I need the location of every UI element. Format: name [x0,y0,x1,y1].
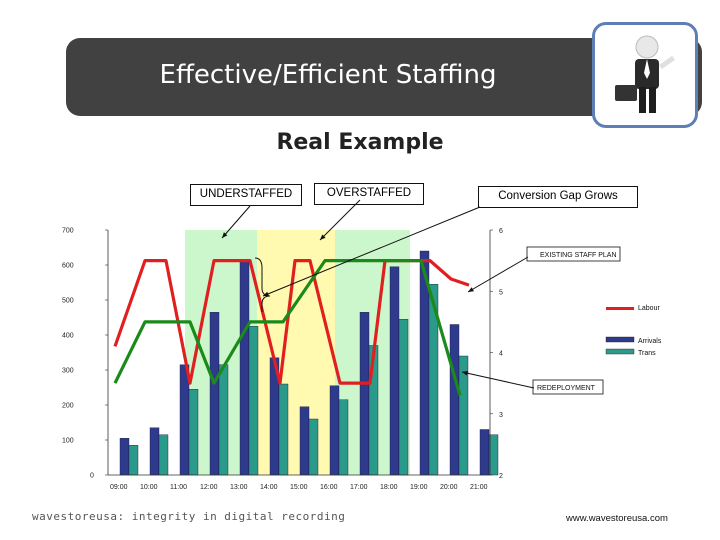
y-tick-label-0: 0 [90,473,94,480]
arrow-understaffed [221,205,251,239]
y2-tick-label-2: 2 [499,473,503,480]
legend-label-arrivals: Arrivals [638,338,662,345]
x-tick-label-10:00: 10:00 [140,484,158,491]
bar-trans-3 [218,364,229,476]
redeployment-label: REDEPLOYMENT [537,385,596,392]
x-tick-label-17:00: 17:00 [350,484,368,491]
x-tick-label-18:00: 18:00 [380,484,398,491]
legend-label-labour: Labour [638,305,660,312]
slide-subtitle: Real Example [276,130,444,155]
x-tick-label-15:00: 15:00 [290,484,308,491]
x-tick-label-12:00: 12:00 [200,484,218,491]
y2-tick-label-3: 3 [499,412,503,419]
bar-trans-4 [248,326,259,476]
callout-overstaffed: OVERSTAFFED [314,183,424,205]
existing-staff-plan-box [526,246,621,262]
callout-understaffed: UNDERSTAFFED [190,184,302,206]
arrow-existing-staff-plan [467,256,529,293]
bar-trans-12 [488,434,499,476]
bar-arrivals-12 [479,429,490,476]
bar-trans-1 [158,434,169,476]
y2-tick-label-6: 6 [499,228,503,235]
x-tick-label-14:00: 14:00 [260,484,278,491]
bar-arrivals-3 [209,312,220,476]
x-tick-label-21:00: 21:00 [470,484,488,491]
line-series-green-1 [113,259,462,396]
shaded-region-yellow [257,230,335,475]
bar-trans-7 [338,399,349,476]
arrow-redeployment-head [462,370,468,376]
arrow-overstaffed-head [320,234,326,240]
y-tick-label-600: 600 [62,263,74,270]
bar-trans-9 [398,319,409,476]
y-tick-label-400: 400 [62,333,74,340]
bar-arrivals-9 [389,266,400,476]
x-tick-label-20:00: 20:00 [440,484,458,491]
redeployment-box [532,379,604,395]
x-tick-label-09:00: 09:00 [110,484,128,491]
arrow-conversion-gap [262,206,481,297]
bar-arrivals-7 [329,385,340,476]
footer-url[interactable]: www.wavestoreusa.com [566,513,668,524]
arrow-overstaffed [319,199,361,241]
bar-arrivals-8 [359,312,370,476]
bar-arrivals-11 [449,324,460,476]
businessman-photo [592,22,698,128]
gap-bracket [254,257,271,312]
businessman-with-briefcase-icon [615,35,675,113]
y-tick-label-700: 700 [62,228,74,235]
bar-arrivals-1 [149,427,160,476]
legend-swatch-trans [605,348,635,355]
bar-trans-2 [188,389,199,476]
x-tick-label-19:00: 19:00 [410,484,428,491]
arrow-understaffed-head [222,232,228,238]
y-tick-label-100: 100 [62,438,74,445]
bar-trans-6 [308,418,319,476]
arrow-existing-staff-plan-head [468,287,474,292]
bar-arrivals-4 [239,259,250,476]
legend-label-trans: Trans [638,350,656,357]
bar-arrivals-0 [119,438,130,476]
y-tick-label-200: 200 [62,403,74,410]
x-tick-label-16:00: 16:00 [320,484,338,491]
bar-arrivals-6 [299,406,310,476]
callout-conversion-gap: Conversion Gap Grows [478,186,638,208]
bar-trans-5 [278,383,289,476]
x-tick-label-11:00: 11:00 [170,484,187,491]
bar-arrivals-2 [179,364,190,476]
footer-logo: wavestoreusa: integrity in digital recor… [32,510,346,523]
y-tick-label-500: 500 [62,298,74,305]
existing-staff-plan-label: EXISTING STAFF PLAN [540,252,617,259]
y-tick-label-300: 300 [62,368,74,375]
legend-swatch-arrivals [605,336,635,343]
bar-trans-0 [128,445,139,476]
legend-swatch-labour [606,307,634,310]
slide-title: Effective/Efficient Staffing [159,60,497,90]
y2-tick-label-5: 5 [499,289,503,296]
y2-tick-label-4: 4 [499,351,503,358]
arrow-redeployment [461,371,535,389]
x-tick-label-13:00: 13:00 [230,484,248,491]
